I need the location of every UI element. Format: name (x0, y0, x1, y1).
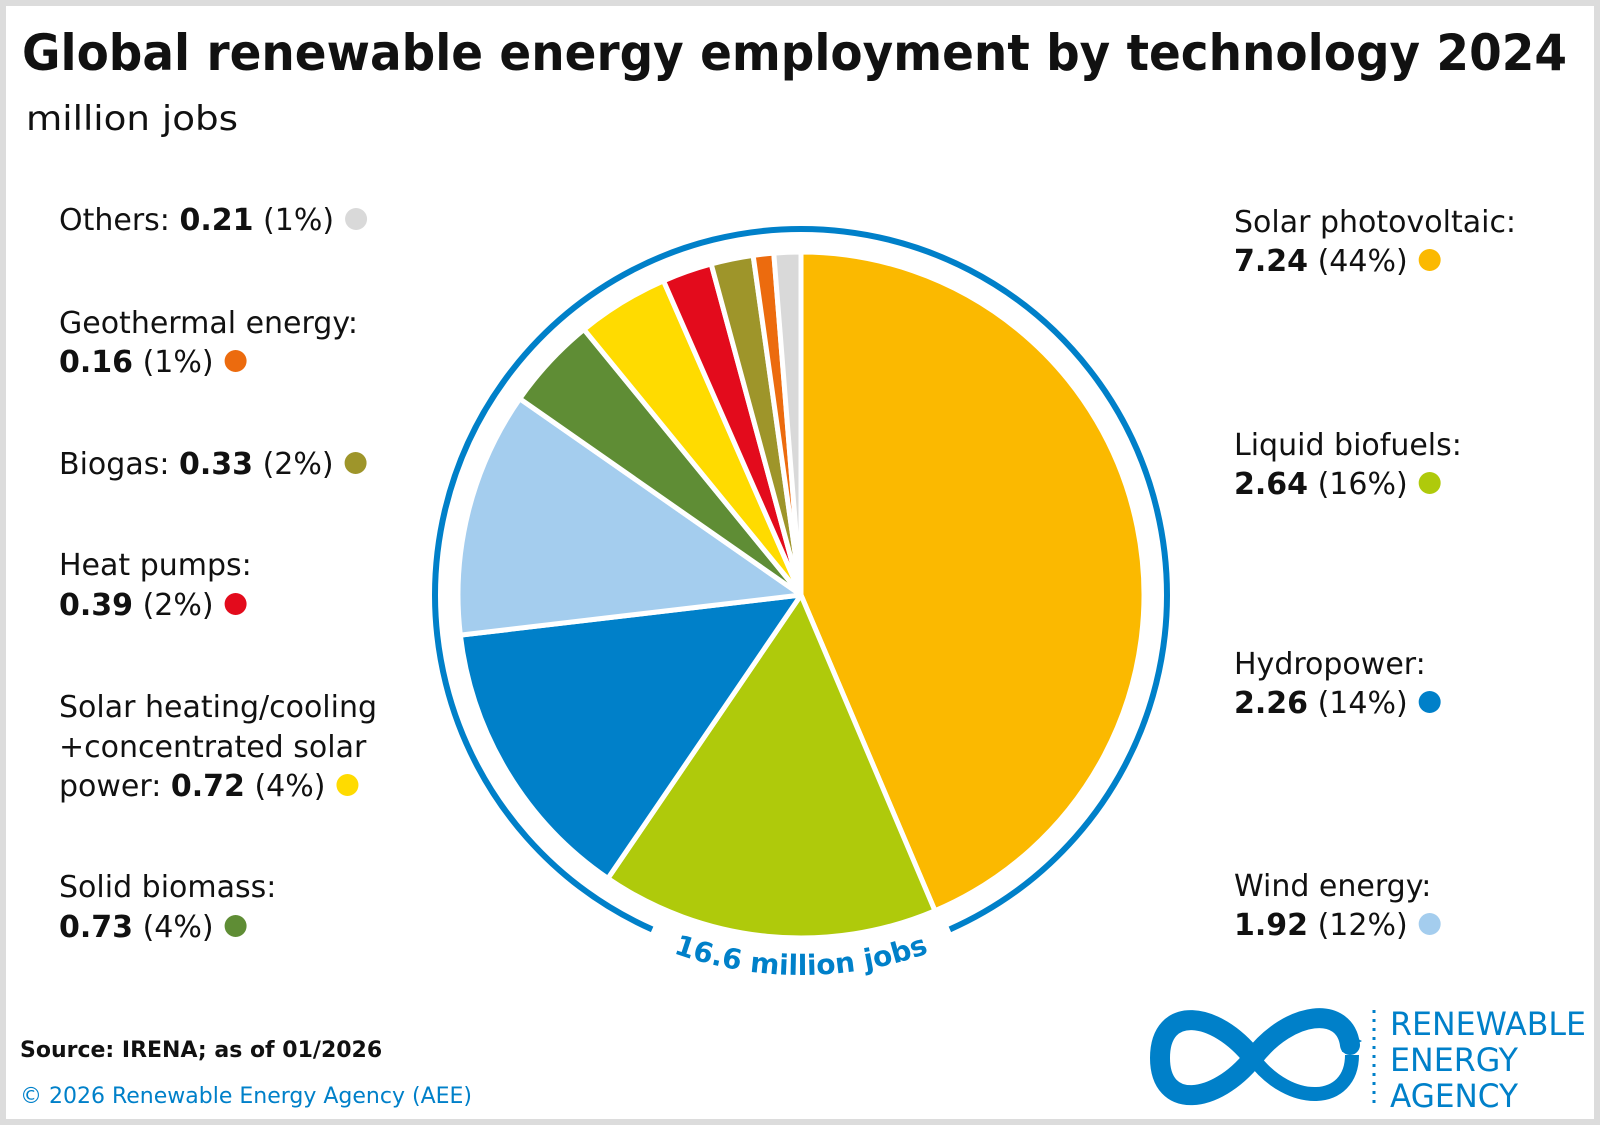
legend-dot-hydropower (1418, 691, 1441, 713)
legend-liquid-biofuels: 2.64 (16%) (1234, 467, 1408, 502)
legend-dot-others (345, 208, 368, 230)
infinity-icon (1149, 1008, 1360, 1106)
pie-slice-liquid-biofuels (605, 592, 938, 941)
legend-solid-biomass: 0.73 (4%) (59, 910, 214, 945)
pie-slice-wind-energy (455, 396, 804, 638)
legend-wind-label: Wind energy: (1234, 869, 1431, 904)
arrow-head-icon (1340, 1030, 1362, 1052)
logo-text-line2: ENERGY (1390, 1041, 1518, 1079)
pie-slice-solar-photovoltaic (798, 249, 1147, 914)
pie-slice-others (771, 249, 804, 598)
legend-geothermal: 0.16 (1%) (59, 345, 214, 380)
pie (455, 249, 1147, 941)
legend-heat-pumps-label: Heat pumps: (59, 548, 252, 583)
legend-solar-heating-label: Solar heating/cooling (59, 690, 377, 725)
legend-dot-biogas (344, 452, 367, 474)
legend-solar-pv-label: Solar photovoltaic: (1234, 205, 1516, 240)
logo-text-line3: AGENCY (1390, 1077, 1518, 1115)
chart-title: Global renewable energy employment by te… (22, 24, 1567, 82)
legend-dot-solar-photovoltaic (1418, 249, 1441, 271)
legend-hydropower: 2.26 (14%) (1234, 686, 1408, 721)
legend-dot-solar-heating-cooling-concentrated-solar-power (336, 774, 359, 796)
chart-subtitle: million jobs (26, 99, 238, 139)
legend-dot-geothermal-energy (224, 350, 247, 372)
legend-solar-heating: power: 0.72 (4%) (59, 769, 325, 804)
legend-solar-pv: 7.24 (44%) (1234, 244, 1408, 279)
source-note: Source: IRENA; as of 01/2026 (20, 1038, 382, 1063)
total-ring (432, 226, 1170, 933)
legend-geothermal-label: Geothermal energy: (59, 306, 358, 341)
legend-liquid-biofuels-label: Liquid biofuels: (1234, 428, 1462, 463)
legend-dots (224, 208, 1441, 937)
legend-biogas: Biogas: 0.33 (2%) (59, 447, 334, 482)
legend-heat-pumps: 0.39 (2%) (59, 588, 214, 623)
legend-hydropower-label: Hydropower: (1234, 647, 1426, 682)
legend-solid-biomass-label: Solid biomass: (59, 870, 276, 905)
pie-slice-hydropower (457, 592, 804, 881)
legend-dot-heat-pumps (224, 593, 247, 615)
infinity-lower-icon (1247, 1053, 1359, 1101)
legend-dot-liquid-biofuels (1418, 472, 1441, 494)
copyright: © 2026 Renewable Energy Agency (AEE) (20, 1084, 472, 1109)
aee-logo: RENEWABLE ENERGY AGENCY (1149, 1005, 1586, 1115)
legend-dot-solid-biomass (224, 915, 247, 937)
legend-dot-wind-energy (1418, 913, 1441, 935)
logo-text-line1: RENEWABLE (1390, 1005, 1586, 1043)
legend-wind: 1.92 (12%) (1234, 908, 1408, 943)
legend-others: Others: 0.21 (1%) (59, 203, 334, 238)
legend-solar-heating-label2: +concentrated solar (59, 730, 367, 765)
